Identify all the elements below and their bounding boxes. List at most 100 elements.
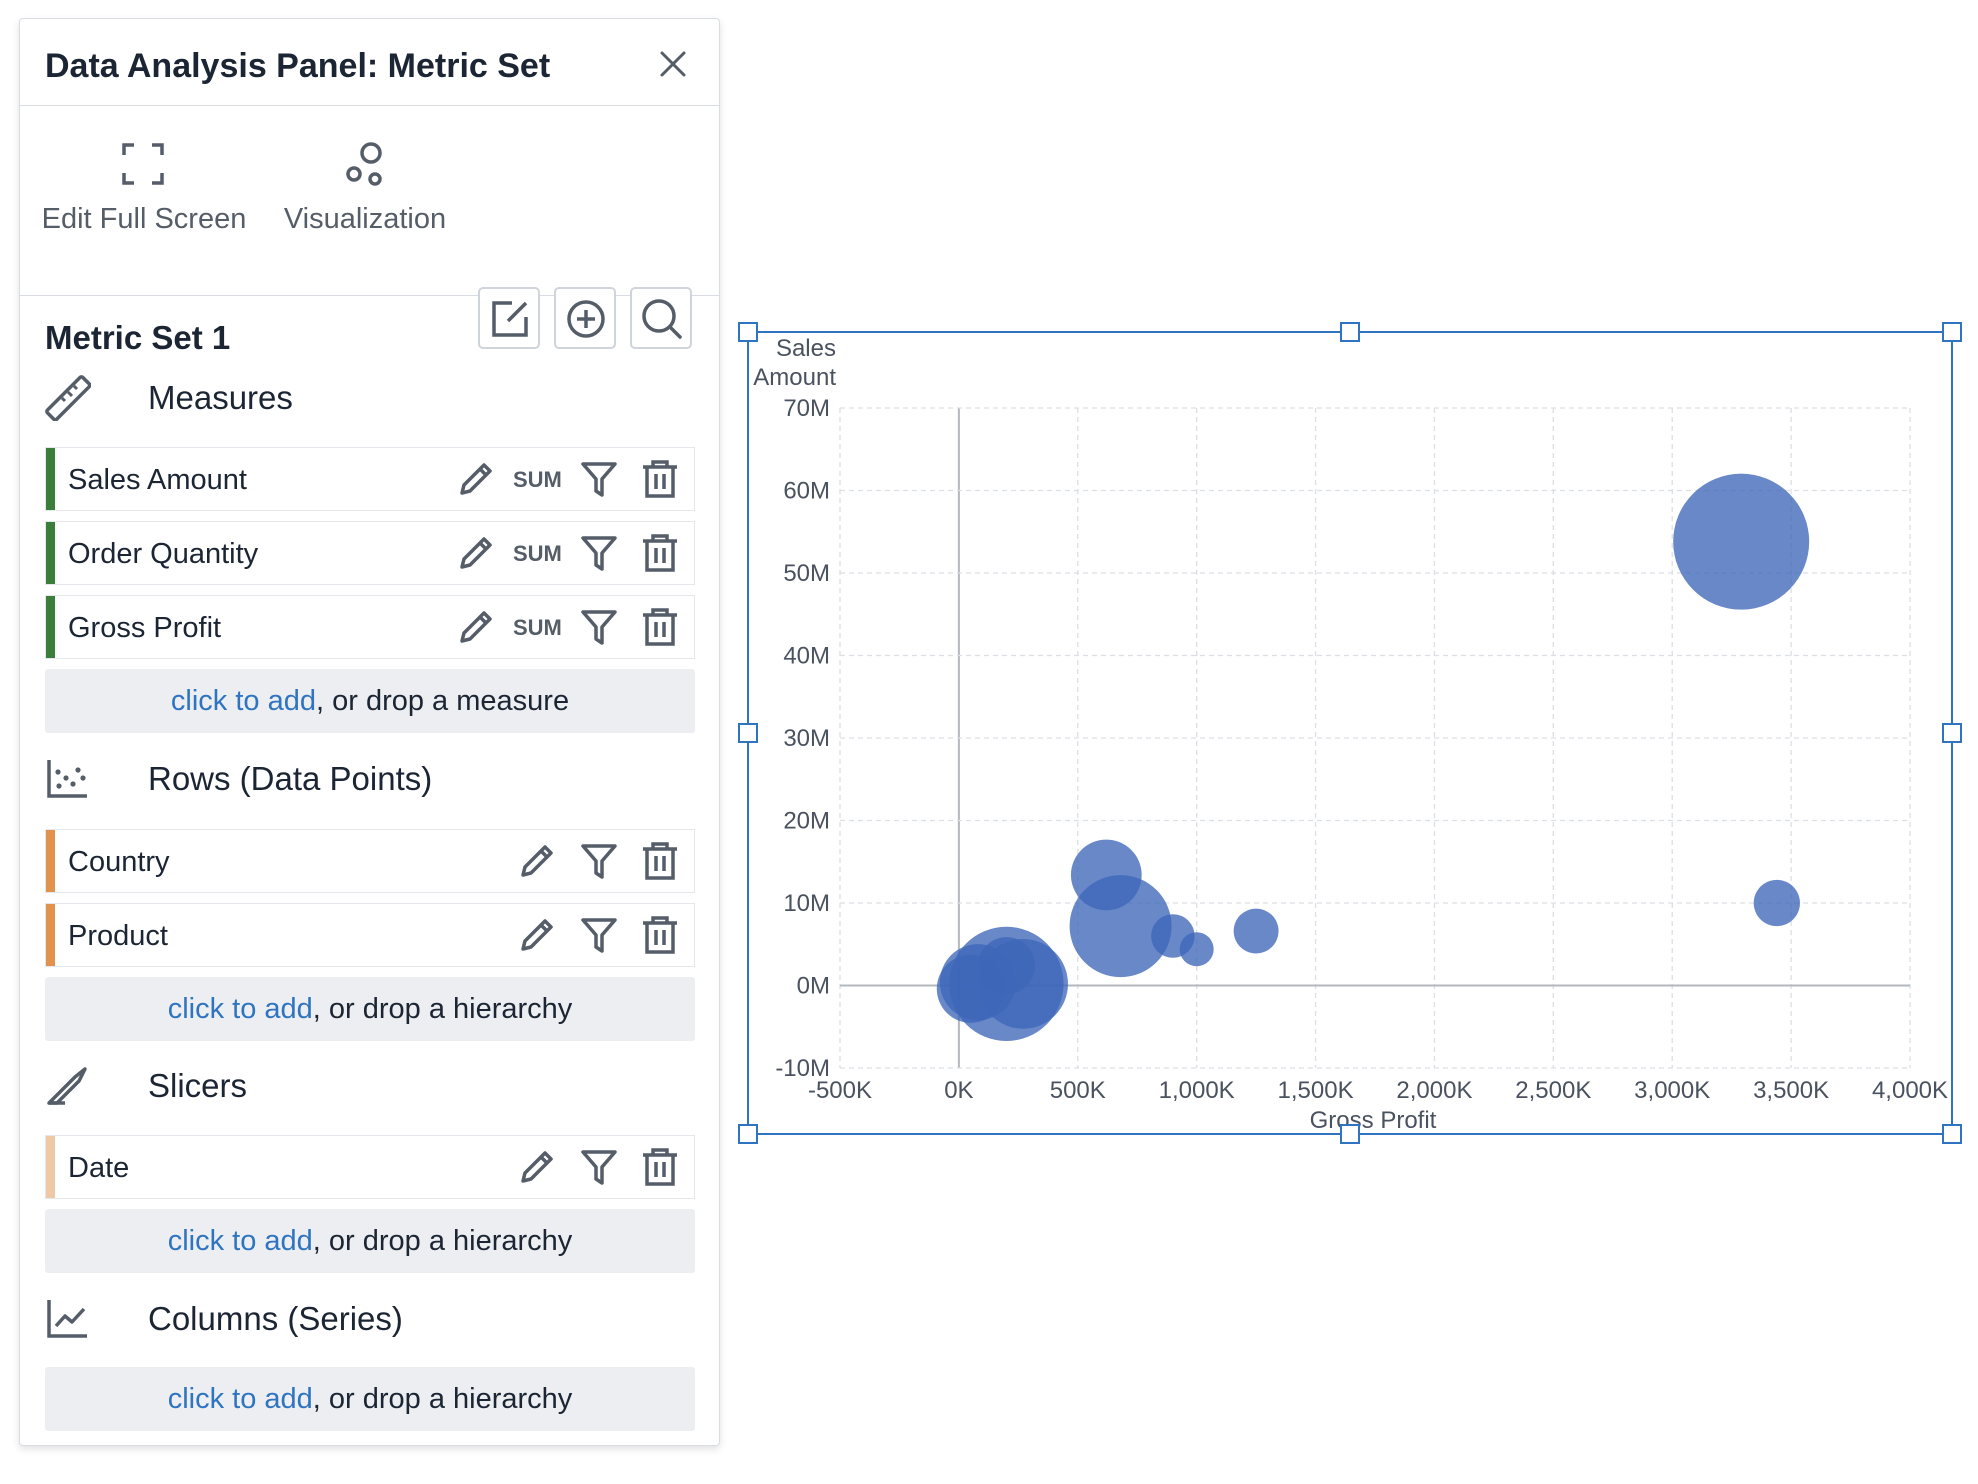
edit-full-screen-button[interactable]: Edit Full Screen — [39, 106, 249, 296]
visualization-button[interactable]: Visualization — [275, 106, 455, 296]
trash-icon[interactable] — [640, 841, 680, 881]
x-tick-label: 2,500K — [1515, 1077, 1591, 1104]
measure-label: Gross Profit — [68, 612, 222, 644]
resize-handle[interactable] — [1942, 322, 1962, 342]
row-item[interactable]: Country — [45, 829, 695, 893]
measures-drop-zone[interactable]: click to add, or drop a measure — [45, 669, 695, 733]
pencil-icon[interactable] — [456, 459, 496, 499]
resize-handle[interactable] — [738, 723, 758, 743]
y-axis-title: Amount — [753, 364, 836, 391]
bubble-point[interactable] — [1151, 914, 1195, 958]
filter-icon[interactable] — [579, 1147, 619, 1187]
row-color-bar — [46, 904, 55, 966]
bubble-point[interactable] — [1069, 875, 1172, 978]
measure-color-bar — [46, 596, 55, 658]
aggregation-label[interactable]: SUM — [513, 541, 562, 566]
x-tick-label: 0K — [944, 1077, 973, 1104]
bubble-point[interactable] — [1179, 932, 1214, 967]
columns-drop-zone[interactable]: click to add, or drop a hierarchy — [45, 1367, 695, 1431]
trash-icon[interactable] — [640, 607, 680, 647]
trash-icon[interactable] — [640, 459, 680, 499]
filter-icon[interactable] — [579, 841, 619, 881]
bubble-point[interactable] — [1070, 839, 1142, 911]
bubble-point[interactable] — [1673, 473, 1810, 610]
y-tick-label: 50M — [783, 560, 830, 587]
ruler-icon — [45, 375, 91, 421]
row-label: Product — [68, 920, 168, 952]
bubble-point[interactable] — [978, 938, 1068, 1029]
row-item[interactable]: Product — [45, 903, 695, 967]
bubble-point[interactable] — [1233, 908, 1279, 954]
resize-handle[interactable] — [738, 322, 758, 342]
visualization-label: Visualization — [283, 203, 447, 235]
pencil-icon[interactable] — [517, 915, 557, 955]
add-row-hint: , or drop a hierarchy — [312, 993, 573, 1025]
measure-item[interactable]: Gross Profit SUM — [45, 595, 695, 659]
x-tick-label: 500K — [1050, 1077, 1106, 1104]
y-tick-label: 0M — [797, 973, 830, 1000]
measure-color-bar — [46, 448, 55, 510]
add-row-link[interactable]: click to add — [167, 993, 313, 1025]
filter-icon[interactable] — [579, 533, 619, 573]
x-tick-label: 3,500K — [1753, 1077, 1829, 1104]
section-slicers-label: Slicers — [148, 1067, 248, 1104]
row-label: Country — [68, 846, 170, 878]
close-icon[interactable] — [656, 47, 690, 81]
y-tick-label: -10M — [775, 1055, 830, 1082]
slicer-item[interactable]: Date — [45, 1135, 695, 1199]
measure-label: Order Quantity — [68, 538, 259, 570]
line-chart-icon — [47, 1300, 87, 1338]
x-tick-label: 2,000K — [1396, 1077, 1472, 1104]
fullscreen-icon — [122, 143, 164, 185]
trash-icon[interactable] — [640, 1147, 680, 1187]
add-slicer-link[interactable]: click to add — [167, 1225, 313, 1257]
pencil-icon[interactable] — [456, 533, 496, 573]
trash-icon[interactable] — [640, 533, 680, 573]
resize-handle[interactable] — [1942, 1124, 1962, 1144]
aggregation-label[interactable]: SUM — [513, 467, 562, 492]
slicer-label: Date — [68, 1152, 130, 1184]
panel-title: Data Analysis Panel: Metric Set — [45, 47, 551, 85]
bubble-point[interactable] — [936, 954, 1005, 1023]
trash-icon[interactable] — [640, 915, 680, 955]
pencil-icon[interactable] — [456, 607, 496, 647]
filter-icon[interactable] — [579, 607, 619, 647]
bubble-point[interactable] — [939, 944, 1016, 1021]
edit-square-icon — [492, 301, 528, 337]
y-tick-label: 40M — [783, 643, 830, 670]
add-column-link[interactable]: click to add — [167, 1383, 313, 1415]
add-slicer-hint: , or drop a hierarchy — [312, 1225, 573, 1257]
resize-handle[interactable] — [738, 1124, 758, 1144]
slicer-color-bar — [46, 1136, 55, 1198]
section-measures-label: Measures — [148, 379, 293, 416]
add-metric-set-button[interactable] — [554, 287, 616, 349]
scatter-plot-icon — [47, 760, 87, 798]
filter-icon[interactable] — [579, 459, 619, 499]
aggregation-label[interactable]: SUM — [513, 615, 562, 640]
measure-label: Sales Amount — [68, 464, 247, 496]
pencil-icon[interactable] — [517, 1147, 557, 1187]
bubble-point[interactable] — [949, 926, 1064, 1041]
resize-handle[interactable] — [1340, 322, 1360, 342]
edit-metric-set-button[interactable] — [478, 287, 540, 349]
measure-item[interactable]: Sales Amount SUM — [45, 447, 695, 511]
x-tick-label: 3,000K — [1634, 1077, 1710, 1104]
panel-toolbar: Edit Full Screen Visualization — [20, 106, 719, 296]
search-button[interactable] — [630, 287, 692, 349]
pencil-icon[interactable] — [517, 841, 557, 881]
slicers-drop-zone[interactable]: click to add, or drop a hierarchy — [45, 1209, 695, 1273]
add-measure-link[interactable]: click to add — [170, 685, 316, 717]
section-columns-label: Columns (Series) — [148, 1300, 403, 1337]
x-tick-label: 1,500K — [1278, 1077, 1354, 1104]
rows-drop-zone[interactable]: click to add, or drop a hierarchy — [45, 977, 695, 1041]
resize-handle[interactable] — [1340, 1124, 1360, 1144]
resize-handle[interactable] — [1942, 723, 1962, 743]
row-color-bar — [46, 830, 55, 892]
selection-frame — [747, 331, 1953, 1135]
bubble-point[interactable] — [1753, 879, 1800, 927]
measure-item[interactable]: Order Quantity SUM — [45, 521, 695, 585]
bubble-point[interactable] — [977, 937, 1036, 995]
slicer-knife-icon — [47, 1067, 87, 1105]
search-icon — [642, 299, 682, 339]
filter-icon[interactable] — [579, 915, 619, 955]
